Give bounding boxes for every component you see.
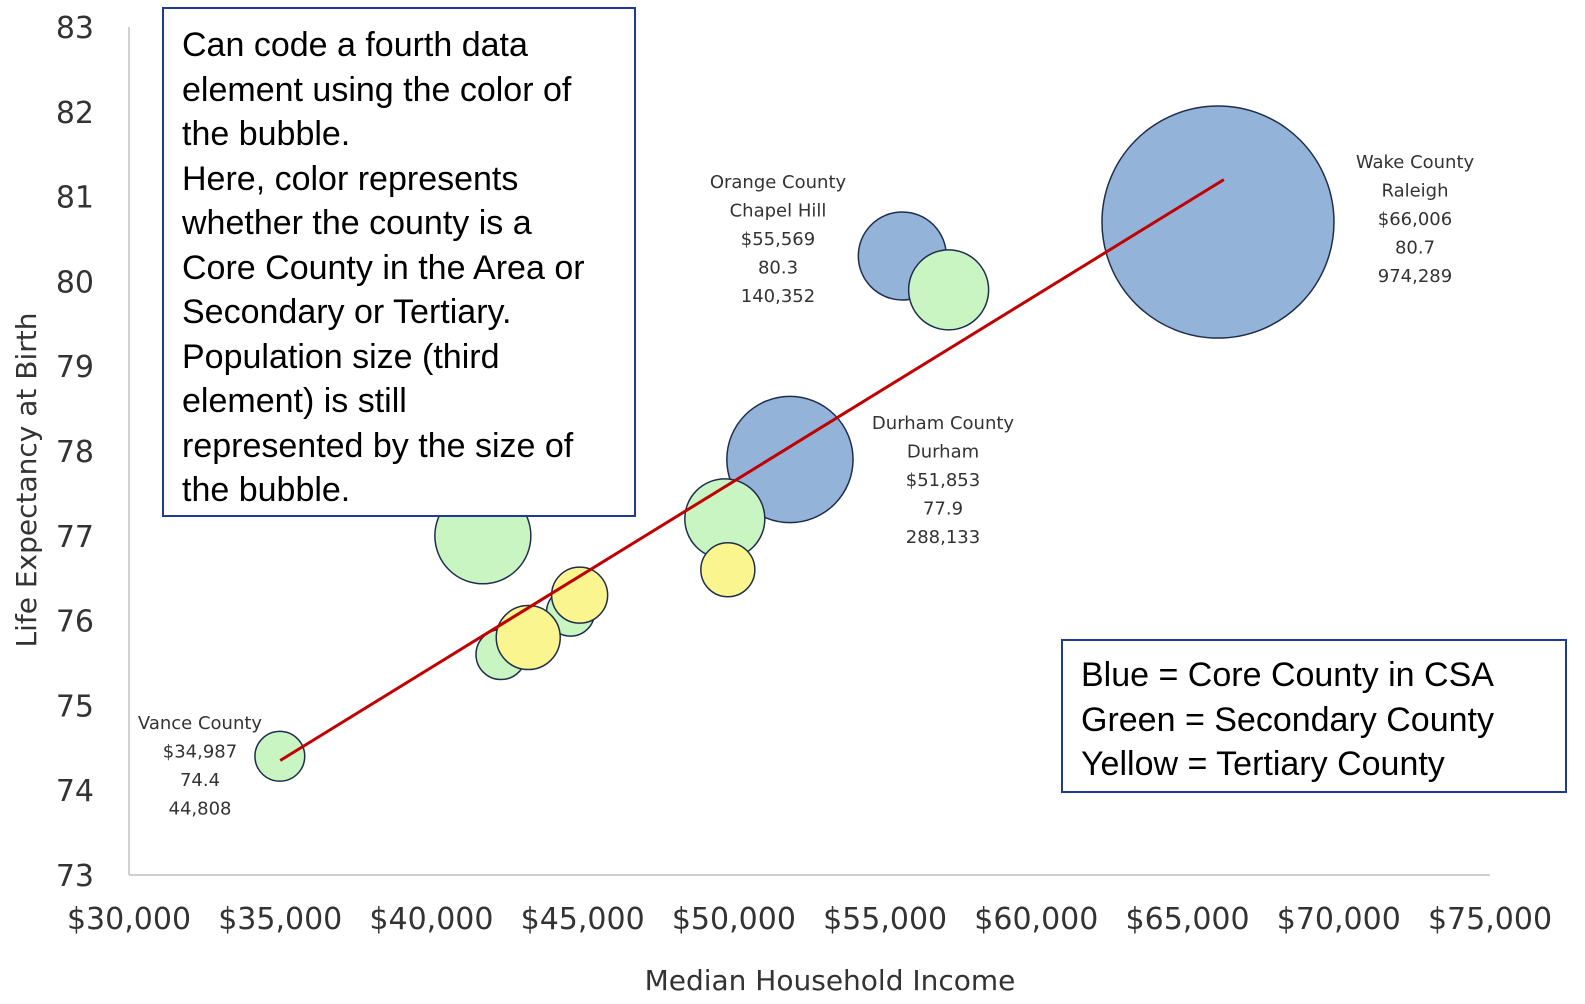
- x-axis-title: Median Household Income: [645, 964, 1016, 997]
- y-tick-label: 79: [56, 350, 94, 385]
- y-tick-label: 77: [56, 520, 94, 555]
- point-label-line: 974,289: [1378, 266, 1452, 287]
- point-label-line: 77.9: [923, 499, 963, 520]
- annotation-line: Population size (third: [182, 337, 500, 376]
- bubble-core: [1101, 105, 1335, 339]
- color-legend-box: Blue = Core County in CSA Green = Seconda…: [1061, 639, 1567, 793]
- point-label-line: 44,808: [169, 799, 232, 820]
- point-label-line: Vance County: [138, 713, 263, 734]
- y-tick-label: 80: [56, 265, 94, 300]
- y-tick-label: 73: [56, 859, 94, 894]
- bubble-secondary: [254, 730, 306, 782]
- legend-entry: Blue = Core County in CSA: [1081, 656, 1494, 694]
- legend-entry: Yellow = Tertiary County: [1081, 745, 1445, 783]
- x-tick-label: $70,000: [1277, 902, 1401, 937]
- point-label-line: Wake County: [1356, 152, 1475, 173]
- point-label-line: Durham County: [872, 413, 1015, 434]
- point-label-line: 74.4: [180, 770, 220, 791]
- annotation-line: whether the county is a: [182, 204, 532, 242]
- x-tick-label: $75,000: [1428, 902, 1552, 937]
- annotation-line: represented by the size of: [182, 426, 574, 465]
- annotation-line: the bubble.: [182, 115, 351, 153]
- point-label: Durham County Durham $51,853 77.9 288,133: [872, 413, 1015, 548]
- y-tick-label: 75: [56, 689, 94, 724]
- y-axis-title: Life Expectancy at Birth: [10, 312, 43, 647]
- x-tick-label: $55,000: [823, 902, 947, 937]
- annotation-line: element) is still: [182, 382, 407, 420]
- y-tick-label: 81: [56, 181, 94, 216]
- point-label-line: $51,853: [906, 470, 980, 491]
- y-tick-label: 78: [56, 435, 94, 470]
- point-label-line: $34,987: [163, 742, 237, 763]
- bubble-tertiary: [495, 604, 561, 671]
- point-label: Wake County Raleigh $66,006 80.7 974,289: [1356, 152, 1475, 287]
- annotation-line: element using the color of: [182, 70, 572, 109]
- annotation-line: Here, color represents: [182, 159, 519, 198]
- annotation-line: Core County in the Area or: [182, 248, 585, 287]
- y-tick-label: 76: [56, 605, 94, 640]
- y-tick-label: 82: [56, 96, 94, 131]
- y-tick-label: 74: [56, 774, 94, 809]
- annotation-line: Secondary or Tertiary.: [182, 293, 512, 331]
- point-label-line: Raleigh: [1381, 181, 1448, 202]
- legend-entry: Green = Secondary County: [1081, 700, 1494, 739]
- point-label-line: 80.3: [758, 258, 798, 279]
- x-tick-label: $40,000: [369, 902, 493, 937]
- point-label-line: 288,133: [906, 527, 980, 548]
- point-label-line: Chapel Hill: [730, 201, 827, 222]
- point-label: Vance County $34,987 74.4 44,808: [138, 713, 263, 820]
- point-label-line: 80.7: [1395, 238, 1435, 259]
- annotation-line: the bubble.: [182, 471, 351, 509]
- x-tick-label: $30,000: [67, 902, 191, 937]
- chart-axes: $30,000 $35,000 $40,000 $45,000 $50,000 $55,0…: [56, 11, 1552, 937]
- point-label-line: 140,352: [741, 286, 815, 307]
- point-labels: Wake County Raleigh $66,006 80.7 974,289 Oran…: [138, 152, 1475, 820]
- x-tick-label: $60,000: [974, 902, 1098, 937]
- bubble-secondary: [907, 249, 990, 331]
- x-tick-label: $45,000: [521, 902, 645, 937]
- x-tick-label: $65,000: [1126, 902, 1250, 937]
- point-label-line: $66,006: [1378, 209, 1452, 230]
- annotation-box: Can code a fourth data element using the …: [162, 7, 636, 517]
- trendline: [279, 178, 1225, 762]
- point-label-line: Durham: [907, 442, 979, 463]
- point-label-line: Orange County: [710, 172, 847, 193]
- annotation-line: Can code a fourth data: [182, 26, 528, 64]
- x-tick-label: $50,000: [672, 902, 796, 937]
- bubble-tertiary: [700, 541, 756, 598]
- trendline-layer: [279, 178, 1225, 762]
- y-tick-label: 83: [56, 11, 94, 46]
- point-label-line: $55,569: [741, 229, 815, 250]
- x-tick-label: $35,000: [218, 902, 342, 937]
- point-label: Orange County Chapel Hill $55,569 80.3 140,3…: [710, 172, 847, 307]
